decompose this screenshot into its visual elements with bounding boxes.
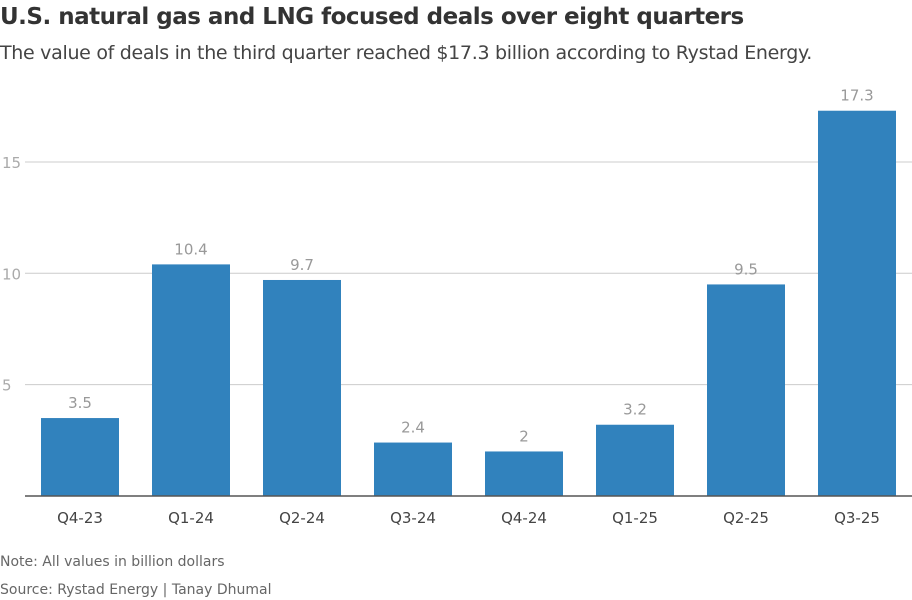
y-tick-label: 5 — [2, 377, 12, 395]
data-label: 17.3 — [840, 87, 873, 105]
data-label: 10.4 — [174, 240, 207, 258]
bar — [707, 284, 785, 496]
bar — [596, 424, 674, 496]
data-label: 2.4 — [401, 419, 425, 437]
x-tick-label: Q2-24 — [279, 509, 325, 527]
x-tick-label: Q4-23 — [57, 509, 103, 527]
y-tick-label: 15 — [2, 154, 21, 172]
bar — [374, 442, 452, 496]
y-tick-label: 10 — [2, 265, 21, 283]
x-tick-label: Q3-25 — [834, 509, 880, 527]
bar — [41, 418, 119, 496]
bar — [485, 451, 563, 496]
x-tick-label: Q1-24 — [168, 509, 214, 527]
data-label: 3.5 — [68, 394, 92, 412]
x-tick-label: Q3-24 — [390, 509, 436, 527]
data-label: 3.2 — [623, 401, 647, 419]
chart-subtitle: The value of deals in the third quarter … — [0, 42, 812, 64]
bar — [818, 110, 896, 496]
x-tick-label: Q4-24 — [501, 509, 547, 527]
data-label: 2 — [519, 427, 529, 445]
chart-note: Note: All values in billion dollars — [0, 554, 225, 570]
data-label: 9.5 — [734, 260, 758, 278]
chart-source: Source: Rystad Energy | Tanay Dhumal — [0, 582, 272, 598]
data-label: 9.7 — [290, 256, 314, 274]
x-tick-label: Q1-25 — [612, 509, 658, 527]
bar — [263, 279, 341, 496]
bar — [152, 264, 230, 496]
chart-title: U.S. natural gas and LNG focused deals o… — [0, 4, 744, 30]
x-tick-label: Q2-25 — [723, 509, 769, 527]
